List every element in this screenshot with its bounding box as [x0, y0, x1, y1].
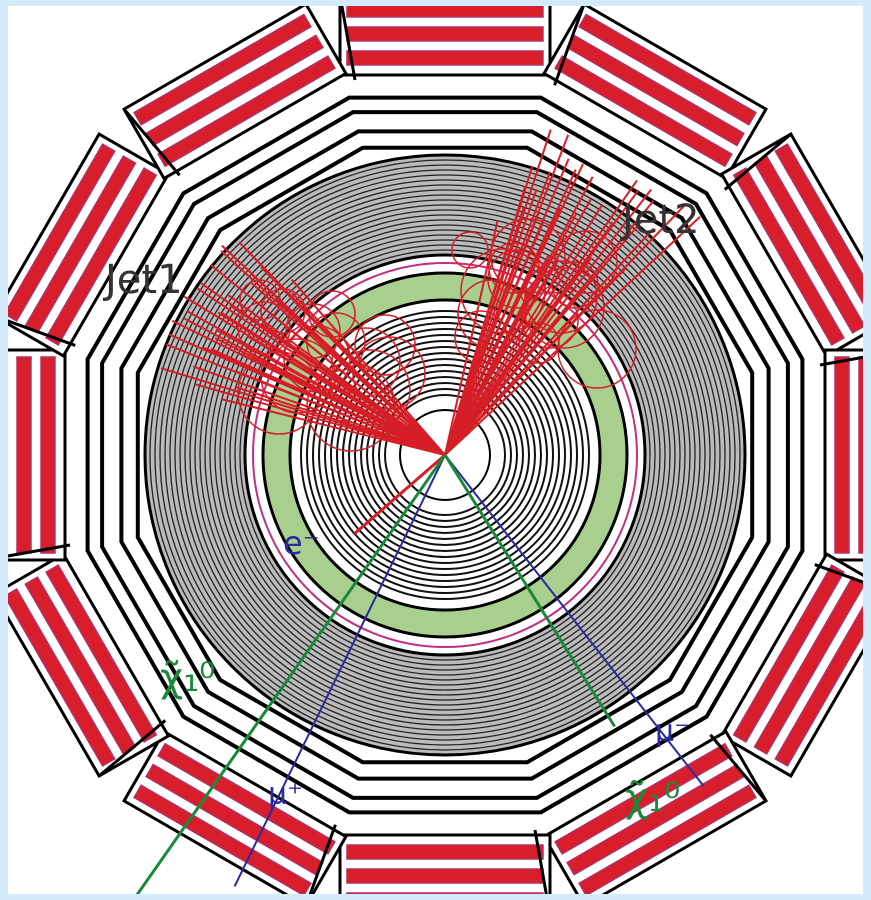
jet-label: Jet2 — [619, 197, 700, 243]
red-chamber — [347, 845, 543, 859]
red-chamber — [17, 357, 31, 553]
red-chamber — [835, 357, 849, 553]
jet-label: Jet1 — [102, 257, 183, 303]
red-chamber — [347, 51, 543, 65]
muon-module — [0, 350, 70, 560]
muon-module — [340, 0, 550, 80]
red-chamber — [347, 869, 543, 883]
muon-label: μ⁻ — [655, 714, 690, 749]
red-chamber — [41, 357, 55, 553]
neutralino-label: χ̃₁⁰ — [625, 775, 680, 821]
muon-module — [340, 830, 550, 900]
neutralino-label: χ̃₁⁰ — [160, 655, 215, 701]
event-display: Jet1 Jet2 e⁻ μ⁺ μ⁻ χ̃₁⁰ χ̃₁⁰ — [0, 0, 871, 900]
muon-label: μ⁺ — [268, 777, 303, 812]
red-chamber — [347, 27, 543, 41]
electron-label: e⁻ — [283, 524, 320, 562]
